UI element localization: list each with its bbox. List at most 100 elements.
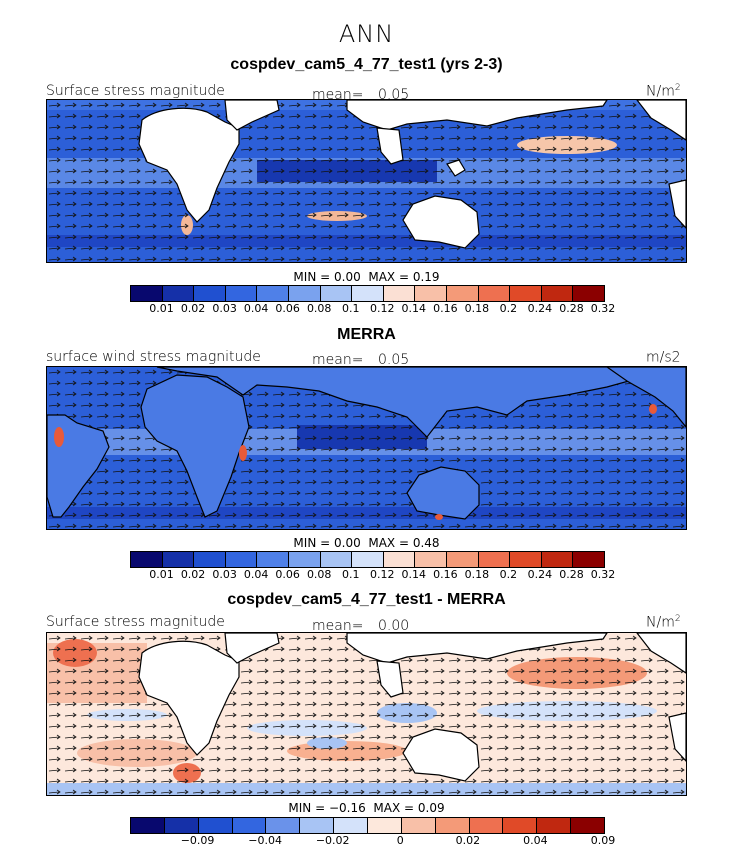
panel-3-title: cospdev_cam5_4_77_test1 - MERRA bbox=[227, 591, 506, 608]
colorbar-tick-label: 0.18 bbox=[464, 568, 490, 581]
colorbar-swatch bbox=[320, 286, 353, 301]
colorbar-swatch bbox=[131, 818, 165, 833]
colorbar-swatch bbox=[334, 818, 369, 833]
colorbar-swatch bbox=[469, 818, 504, 833]
colorbar-tick-label: 0.32 bbox=[590, 568, 616, 581]
colorbar-tick-label: 0.02 bbox=[180, 568, 206, 581]
colorbar-tick-label: −0.04 bbox=[248, 834, 282, 847]
colorbar-tick-label: 0.16 bbox=[433, 302, 458, 315]
colorbar-tick-label: 0.18 bbox=[464, 302, 490, 315]
colorbar-tick-label: −0.09 bbox=[180, 834, 215, 847]
colorbar-swatch bbox=[383, 552, 416, 567]
colorbar-swatch bbox=[194, 552, 226, 567]
colorbar-tick-label: 0.04 bbox=[523, 834, 548, 847]
colorbar-tick-label: 0.24 bbox=[527, 568, 553, 581]
colorbar-swatch bbox=[131, 286, 163, 301]
colorbar-tick-label: 0.32 bbox=[590, 302, 616, 315]
colorbar-swatch bbox=[510, 552, 542, 567]
colorbar-swatch bbox=[368, 818, 402, 833]
colorbar-swatch bbox=[300, 818, 335, 833]
panel-1-colorbar bbox=[130, 285, 605, 302]
colorbar-tick-label: 0.04 bbox=[243, 568, 269, 581]
colorbar-tick-label: 0.24 bbox=[527, 302, 553, 315]
colorbar-swatch bbox=[383, 286, 416, 301]
colorbar-swatch bbox=[352, 552, 384, 567]
panel-2-colorbar bbox=[130, 551, 605, 568]
colorbar-tick-label: 0.02 bbox=[455, 834, 481, 847]
colorbar-swatch bbox=[401, 818, 436, 833]
colorbar-swatch bbox=[288, 552, 321, 567]
panel-1-title: cospdev_cam5_4_77_test1 (yrs 2-3) bbox=[230, 56, 503, 73]
colorbar-tick-label: 0.02 bbox=[180, 302, 206, 315]
panel-3-mean-label: mean= bbox=[312, 618, 364, 634]
colorbar-tick-label: 0.09 bbox=[590, 834, 616, 847]
colorbar-swatch bbox=[571, 818, 605, 833]
colorbar-tick-label: 0.1 bbox=[341, 302, 360, 315]
colorbar-swatch bbox=[541, 552, 574, 567]
colorbar-swatch bbox=[537, 818, 572, 833]
panel-3-variable-label: Surface stress magnitude bbox=[46, 614, 225, 630]
panel-1-min-max: MIN = 0.00 MAX = 0.19 bbox=[293, 270, 440, 284]
panel-2-mean-value: 0.05 bbox=[378, 352, 410, 368]
colorbar-tick-label: 0.06 bbox=[275, 568, 300, 581]
panel-2-map bbox=[46, 366, 687, 530]
colorbar-tick-label: 0.04 bbox=[243, 302, 269, 315]
colorbar-tick-label: 0 bbox=[396, 834, 404, 847]
colorbar-swatch bbox=[288, 286, 321, 301]
panel-3-colorbar bbox=[130, 817, 605, 834]
colorbar-swatch bbox=[446, 552, 479, 567]
colorbar-swatch bbox=[131, 552, 163, 567]
colorbar-swatch bbox=[478, 552, 511, 567]
colorbar-tick-label: 0.12 bbox=[370, 568, 395, 581]
colorbar-tick-label: 0.1 bbox=[341, 568, 360, 581]
colorbar-tick-label: 0.01 bbox=[149, 302, 174, 315]
colorbar-swatch bbox=[435, 818, 470, 833]
colorbar-tick-label: 0.12 bbox=[370, 302, 395, 315]
panel-2-variable-label: surface wind stress magnitude bbox=[46, 349, 261, 365]
panel-2-min-max: MIN = 0.00 MAX = 0.48 bbox=[293, 536, 440, 550]
colorbar-swatch bbox=[232, 818, 267, 833]
colorbar-swatch bbox=[510, 286, 542, 301]
colorbar-tick-label: 0.08 bbox=[306, 302, 332, 315]
colorbar-swatch bbox=[162, 552, 195, 567]
panel-2-mean-label: mean= bbox=[312, 352, 364, 368]
colorbar-swatch bbox=[194, 286, 226, 301]
colorbar-swatch bbox=[225, 286, 258, 301]
colorbar-swatch bbox=[198, 818, 233, 833]
panel-2-title: MERRA bbox=[337, 326, 396, 343]
colorbar-tick-label: 0.28 bbox=[559, 302, 584, 315]
colorbar-tick-label: 0.16 bbox=[433, 568, 458, 581]
colorbar-swatch bbox=[415, 552, 447, 567]
colorbar-swatch bbox=[478, 286, 511, 301]
colorbar-swatch bbox=[266, 818, 301, 833]
panel-2-colorbar-ticks: 0.01 0.02 0.03 0.04 0.06 0.08 0.1 0.12 0.14 0.16 0… bbox=[130, 568, 615, 582]
colorbar-tick-label: 0.03 bbox=[212, 568, 237, 581]
colorbar-swatch bbox=[415, 286, 447, 301]
panel-3-map bbox=[46, 632, 687, 796]
colorbar-tick-label: −0.02 bbox=[315, 834, 350, 847]
colorbar-tick-label: 0.03 bbox=[212, 302, 237, 315]
colorbar-swatch bbox=[446, 286, 479, 301]
colorbar-tick-label: 0.08 bbox=[306, 568, 332, 581]
colorbar-swatch bbox=[541, 286, 574, 301]
panel-3-mean-value: 0.00 bbox=[378, 618, 410, 634]
panel-1-units: N/m2 bbox=[646, 83, 681, 100]
colorbar-swatch bbox=[503, 818, 538, 833]
colorbar-tick-label: 0.01 bbox=[149, 568, 174, 581]
figure-title: ANN bbox=[338, 20, 395, 48]
colorbar-swatch bbox=[257, 286, 289, 301]
panel-1-map bbox=[46, 99, 687, 263]
colorbar-swatch bbox=[257, 552, 289, 567]
colorbar-swatch bbox=[573, 552, 604, 567]
colorbar-tick-label: 0.2 bbox=[499, 568, 518, 581]
colorbar-swatch bbox=[164, 818, 199, 833]
colorbar-swatch bbox=[573, 286, 604, 301]
colorbar-tick-label: 0.14 bbox=[401, 302, 427, 315]
panel-1-variable-label: Surface stress magnitude bbox=[46, 83, 225, 99]
colorbar-swatch bbox=[225, 552, 258, 567]
colorbar-swatch bbox=[320, 552, 353, 567]
panel-2-units: m/s2 bbox=[646, 349, 681, 366]
colorbar-tick-label: 0.14 bbox=[401, 568, 427, 581]
colorbar-tick-label: 0.06 bbox=[275, 302, 300, 315]
panel-1-colorbar-ticks: 0.01 0.02 0.03 0.04 0.06 0.08 0.1 0.12 0.14 0.16 0… bbox=[130, 302, 615, 316]
